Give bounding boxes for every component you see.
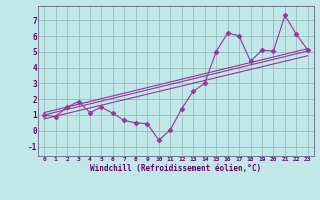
X-axis label: Windchill (Refroidissement éolien,°C): Windchill (Refroidissement éolien,°C) (91, 164, 261, 173)
